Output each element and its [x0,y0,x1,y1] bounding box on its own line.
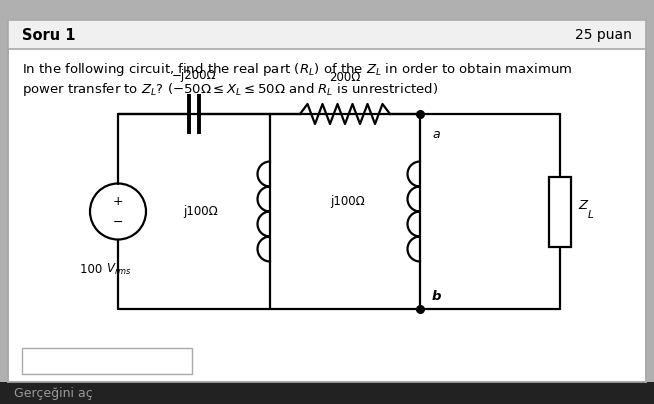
Text: a: a [432,128,439,141]
Bar [22,348,192,374]
Text: Gerçeğini aç: Gerçeğini aç [14,387,93,400]
Text: j100Ω: j100Ω [183,205,218,218]
Bar [8,20,646,382]
Text: Soru 1: Soru 1 [22,27,75,42]
Bar [8,20,646,49]
Text: power transfer to $Z_L$? ($-50\Omega \leq X_L \leq 50\Omega$ and $R_L$ is unrest: power transfer to $Z_L$? ($-50\Omega \le… [22,80,438,97]
Text: j100Ω: j100Ω [330,195,365,208]
Text: 200Ω: 200Ω [330,71,361,84]
Text: +: + [112,195,124,208]
Text: L: L [588,210,594,221]
Text: −: − [112,216,123,229]
Text: In the following circuit, find the real part ($R_L$) of the $Z_L$ in order to ob: In the following circuit, find the real … [22,61,572,78]
Text: 25 puan: 25 puan [575,28,632,42]
Bar [0,382,654,404]
Bar [549,177,571,246]
Text: −j200Ω: −j200Ω [172,69,216,82]
Text: $V_{rms}$: $V_{rms}$ [106,262,131,277]
Text: b: b [432,290,441,303]
Text: 100: 100 [80,263,106,276]
Text: Z: Z [578,199,587,212]
